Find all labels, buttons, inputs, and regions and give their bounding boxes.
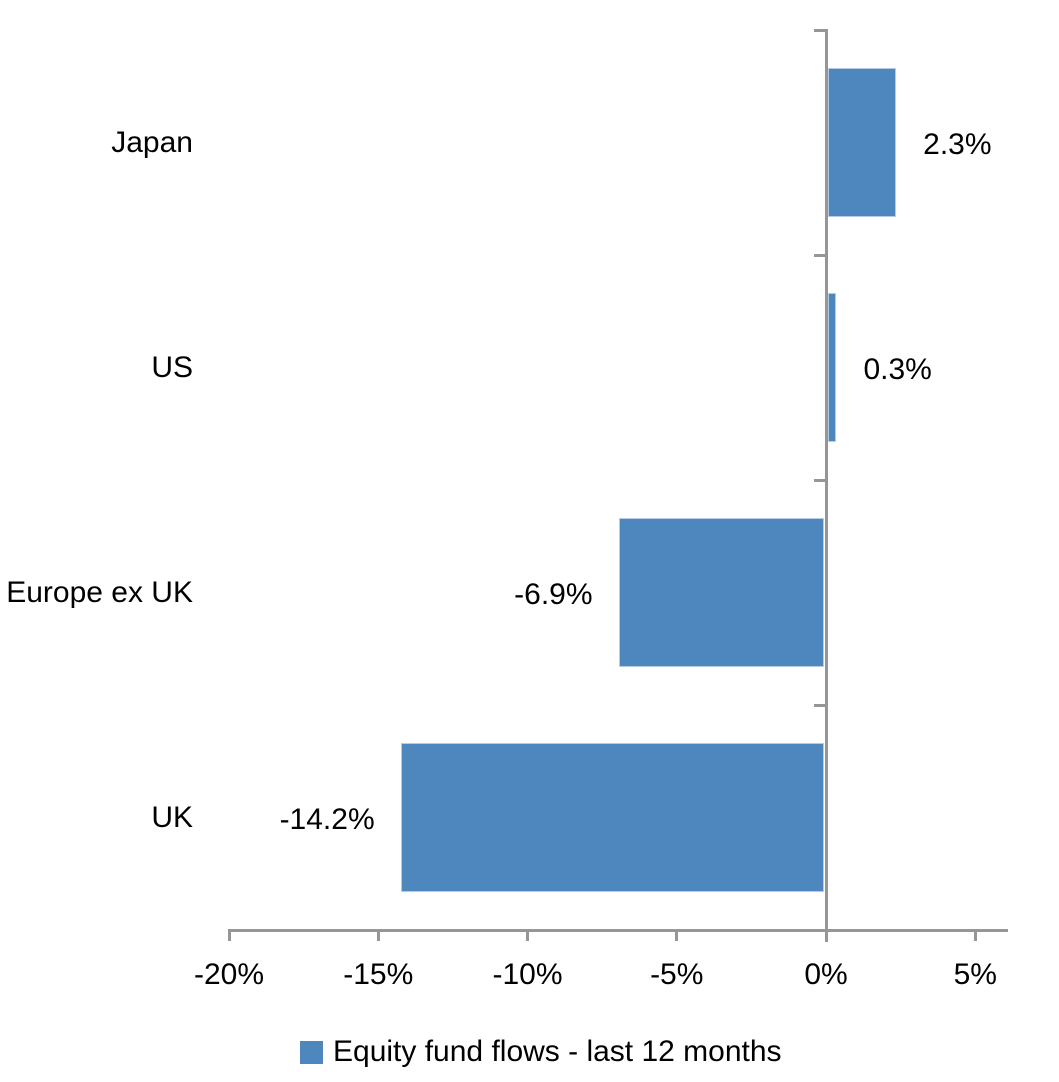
bar-value-label: 2.3% (923, 127, 992, 161)
bar (827, 293, 837, 442)
x-axis-tick (824, 930, 828, 941)
x-axis-tick (526, 930, 529, 941)
legend-marker (300, 1040, 323, 1064)
x-tick-label: -10% (492, 958, 563, 991)
bar (400, 743, 825, 892)
x-axis-tick (376, 930, 380, 941)
category-label: Japan (111, 125, 193, 159)
x-tick-label: -20% (193, 958, 265, 991)
x-tick-label: 0% (804, 958, 848, 991)
x-tick-label: -5% (650, 958, 704, 991)
x-axis-tick (675, 930, 679, 941)
legend: Equity fund flows - last 12 months (300, 1037, 782, 1067)
y-axis-tick (813, 253, 825, 257)
x-axis-line (227, 928, 1008, 932)
x-axis-tick (973, 930, 977, 941)
x-tick-label: -15% (343, 958, 414, 991)
y-axis-tick (813, 478, 825, 482)
y-axis-line (824, 28, 828, 942)
bar-value-label: 0.3% (863, 352, 932, 386)
x-axis-tick (227, 930, 231, 941)
category-label: Europe ex UK (6, 575, 193, 609)
bar (827, 68, 897, 217)
legend-label: Equity fund flows - last 12 months (333, 1035, 782, 1068)
bar-value-label: -6.9% (514, 577, 593, 611)
category-label: US (151, 350, 193, 384)
bar-value-label: -14.2% (279, 802, 375, 836)
category-label: UK (151, 800, 193, 834)
y-axis-tick (813, 28, 825, 32)
x-tick-label: 5% (953, 958, 997, 991)
y-axis-tick (813, 703, 825, 707)
bar (618, 518, 825, 667)
